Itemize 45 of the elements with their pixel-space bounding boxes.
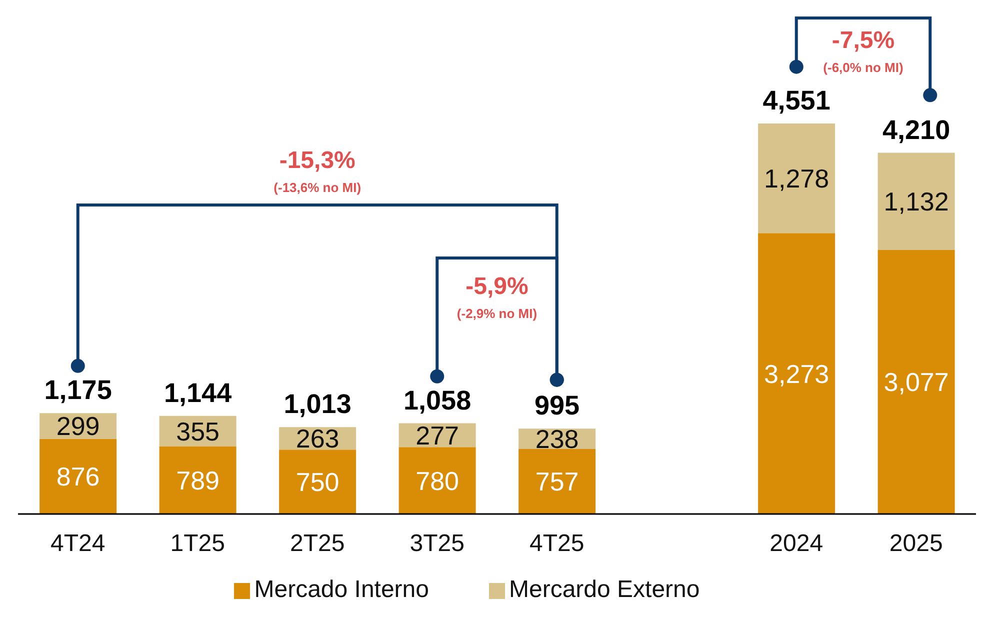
annotation: -5,9% <box>466 273 528 300</box>
data-label: 263 <box>296 424 340 454</box>
total-label: 995 <box>534 390 580 421</box>
total-label: 4,210 <box>882 114 950 145</box>
total-label: 1,058 <box>404 385 472 416</box>
total-label: 1,144 <box>164 378 232 408</box>
data-label: 1,132 <box>884 186 949 217</box>
data-label: 3,273 <box>764 358 830 389</box>
bar <box>878 152 955 250</box>
annotation: (-13,6% no MI) <box>274 180 362 195</box>
x-tick-label: 4T24 <box>50 530 106 558</box>
bar <box>159 446 236 514</box>
legend-label: Mercado Interno <box>254 576 429 603</box>
data-label: 780 <box>416 466 459 496</box>
legend-label: Mercardo Externo <box>509 576 700 603</box>
data-label: 750 <box>296 467 340 498</box>
bar <box>518 449 596 514</box>
annotation: -15,3% <box>279 147 356 174</box>
x-tick-label: 3T25 <box>410 530 464 558</box>
bar <box>40 438 117 514</box>
x-tick-label: 2024 <box>770 530 824 558</box>
data-label: 238 <box>535 424 579 454</box>
total-label: 1,175 <box>44 375 112 406</box>
data-label: 757 <box>535 466 579 497</box>
bar <box>758 123 836 234</box>
annotation: (-2,9% no MI) <box>456 306 538 321</box>
data-label: 299 <box>56 411 100 442</box>
data-label: 355 <box>176 416 220 446</box>
text: (-6,0% no MI) <box>823 60 904 75</box>
x-tick-label: 1T25 <box>170 530 225 558</box>
bar <box>279 450 356 514</box>
bar <box>878 250 955 514</box>
x-tick-label: 4T25 <box>530 530 584 558</box>
total-label: 1,013 <box>284 389 352 420</box>
bar <box>758 233 836 514</box>
x-tick-label: 2025 <box>889 530 943 558</box>
total-label: 4,551 <box>762 85 830 116</box>
data-label: 789 <box>176 465 220 496</box>
data-label: 1,278 <box>764 164 830 194</box>
text: -7,5% <box>832 27 895 54</box>
data-label: 3,077 <box>884 367 949 398</box>
data-label: 277 <box>416 420 459 450</box>
bar <box>398 447 476 514</box>
data-label: 876 <box>56 462 100 492</box>
x-tick-label: 2T25 <box>290 530 345 558</box>
